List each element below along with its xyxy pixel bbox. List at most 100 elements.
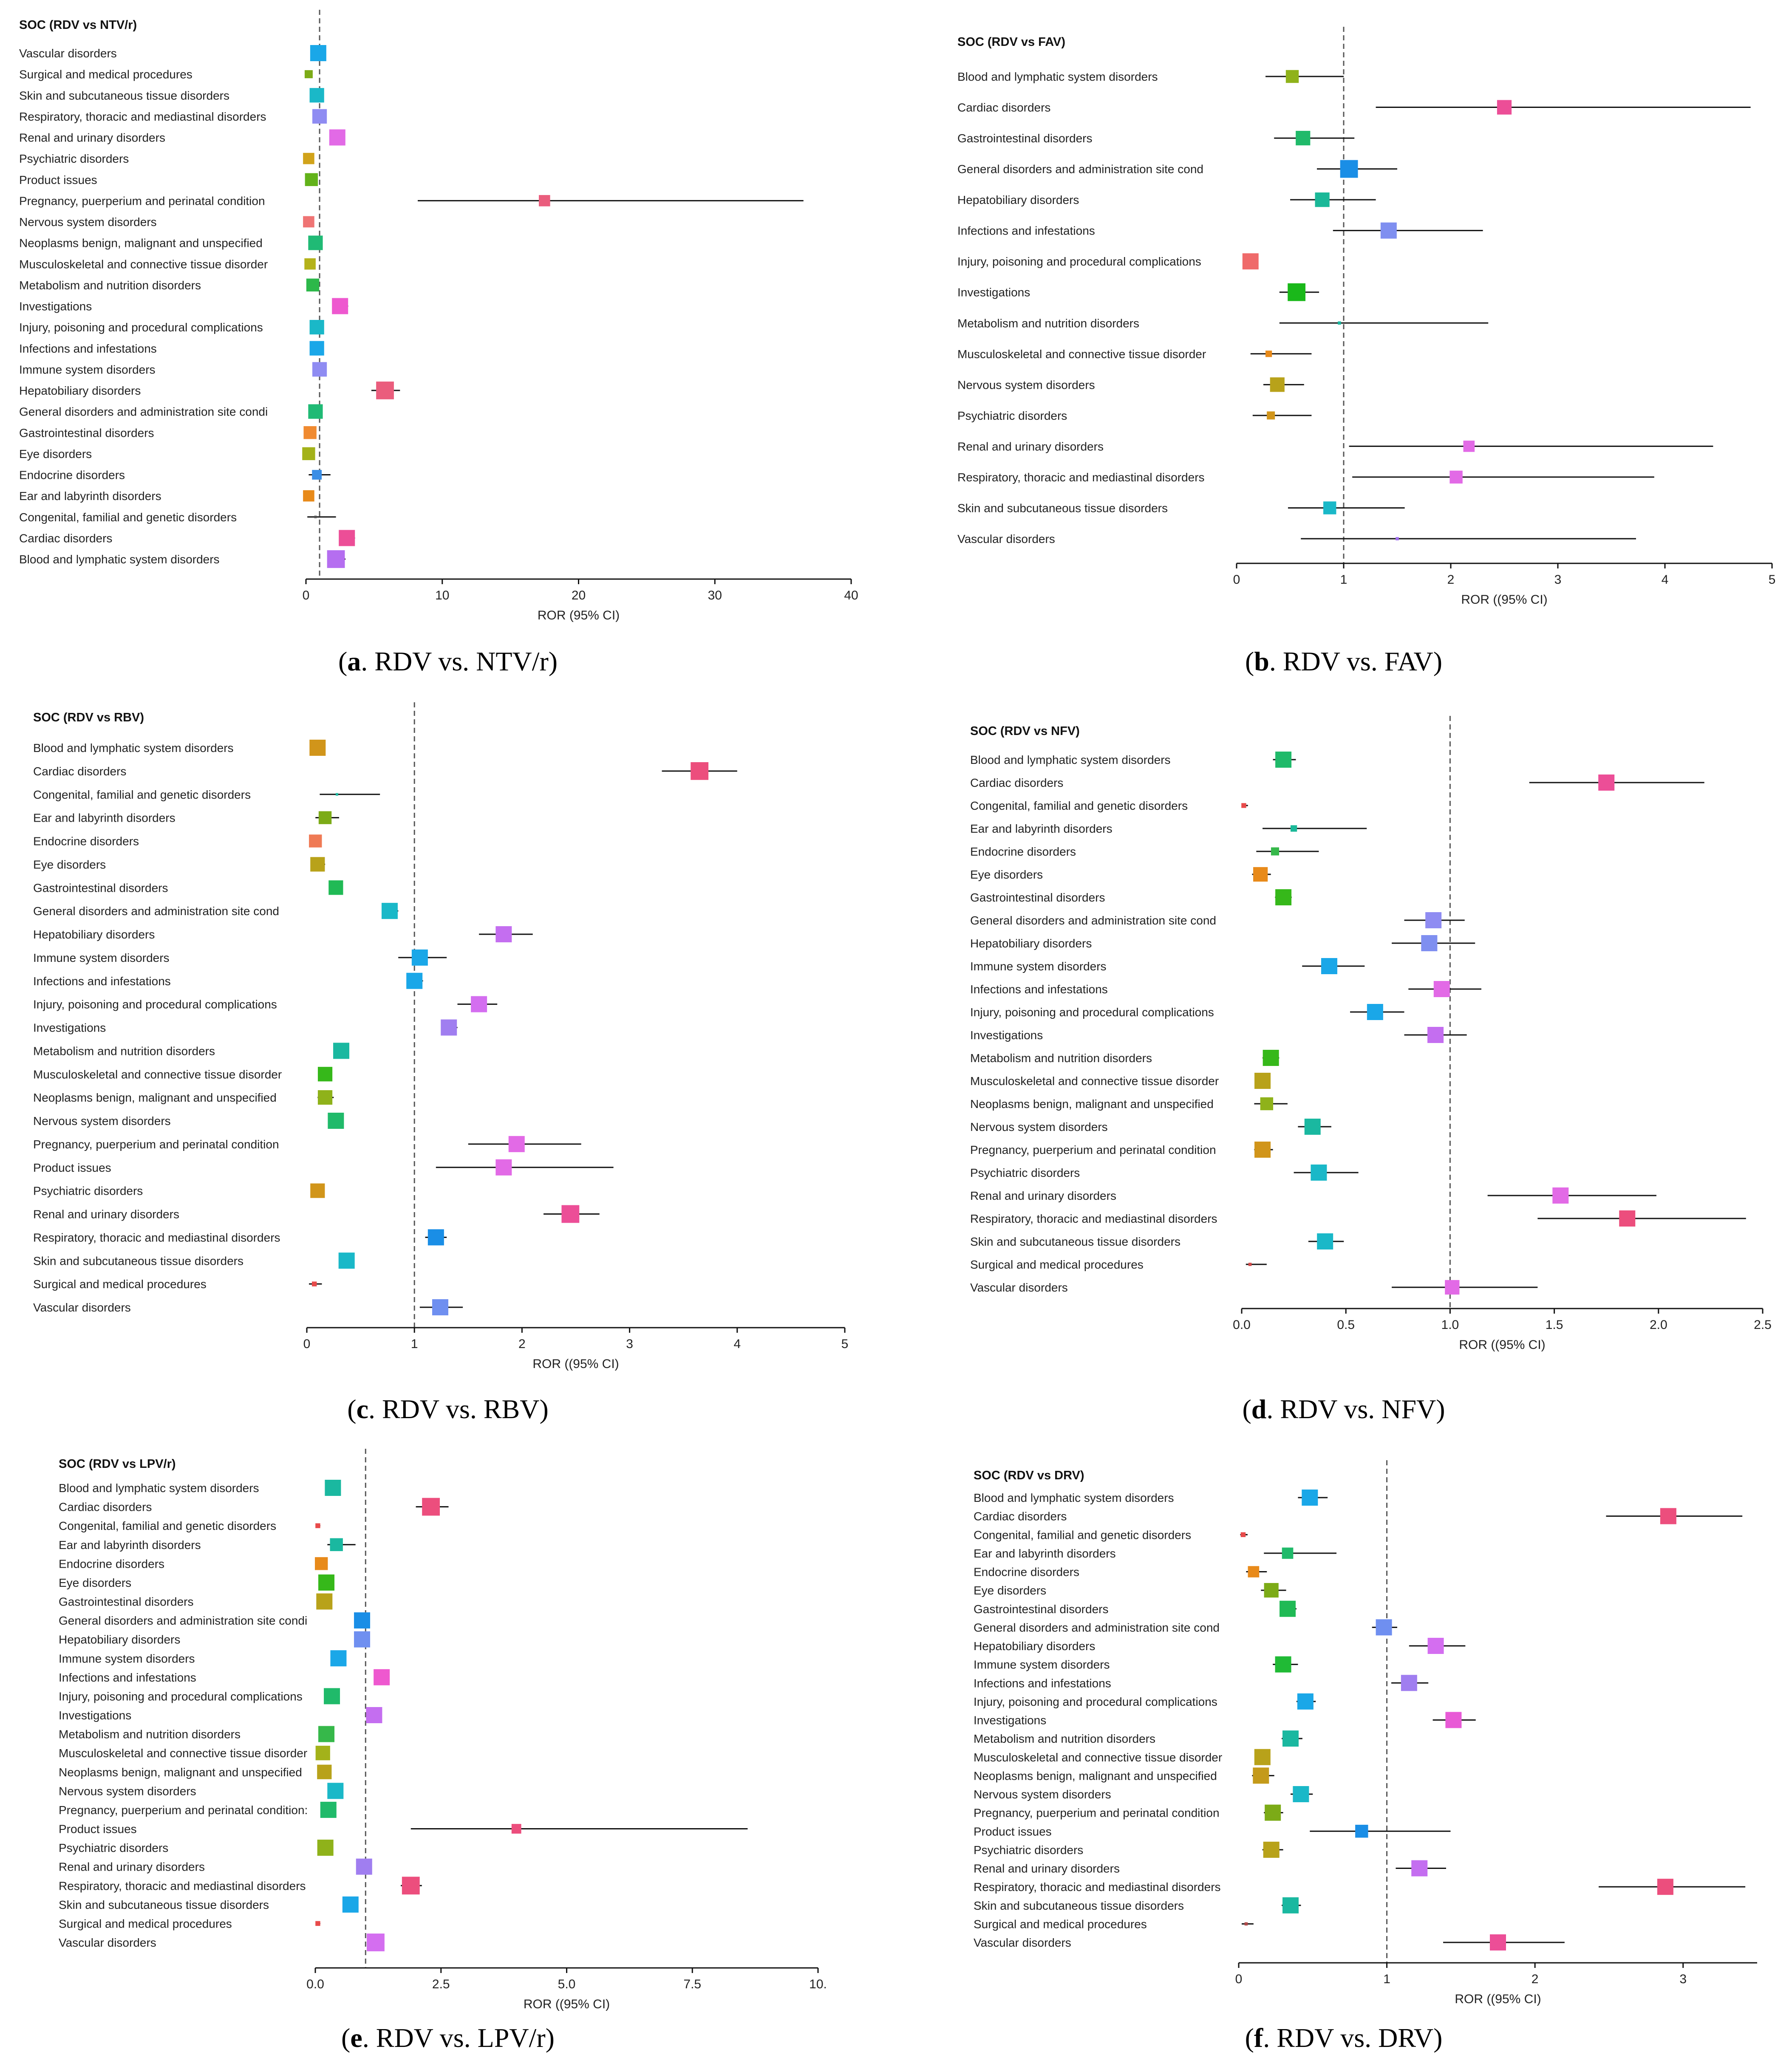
soc-label-surgical-and-medical-procedures: Surgical and medical procedures	[974, 1917, 1147, 1931]
point-estimate-gastrointestinal-disorders	[303, 426, 317, 439]
point-estimate-infections-and-infestations	[1401, 1675, 1417, 1691]
soc-label-infections-and-infestations: Infections and infestations	[19, 342, 157, 355]
x-tick-label-e-2: 5.0	[558, 1977, 576, 1991]
soc-label-injury-poisoning-and-procedural-complications: Injury, poisoning and procedural complic…	[970, 1006, 1214, 1019]
soc-label-skin-and-subcutaneous-tissue-disorders: Skin and subcutaneous tissue disorders	[957, 501, 1168, 514]
soc-label-musculoskeletal-and-connective-tissue-disorder: Musculoskeletal and connective tissue di…	[970, 1074, 1219, 1088]
soc-label-blood-and-lymphatic-system-disorders: Blood and lymphatic system disorders	[59, 1481, 259, 1495]
point-estimate-infections-and-infestations	[374, 1669, 390, 1685]
x-axis-label-a: ROR (95% CI)	[538, 608, 620, 622]
point-estimate-vascular-disorders	[367, 1933, 385, 1951]
point-estimate-vascular-disorders	[310, 45, 326, 61]
point-estimate-metabolism-and-nutrition-disorders	[1263, 1050, 1279, 1066]
soc-label-blood-and-lymphatic-system-disorders: Blood and lymphatic system disorders	[974, 1491, 1174, 1504]
point-estimate-hepatobiliary-disorders	[1315, 192, 1330, 207]
soc-label-injury-poisoning-and-procedural-complications: Injury, poisoning and procedural complic…	[33, 998, 277, 1011]
soc-label-neoplasms-benign-malignant-and-unspecified: Neoplasms benign, malignant and unspecif…	[59, 1766, 302, 1779]
soc-label-neoplasms-benign-malignant-and-unspecified: Neoplasms benign, malignant and unspecif…	[33, 1091, 277, 1104]
point-estimate-blood-and-lymphatic-system-disorders	[1275, 752, 1292, 768]
x-tick-label-e-1: 2.5	[432, 1977, 450, 1991]
point-estimate-ear-and-labyrinth-disorders	[303, 490, 314, 502]
plot-title-c: SOC (RDV vs RBV)	[33, 711, 144, 724]
point-estimate-hepatobiliary-disorders	[376, 382, 394, 399]
x-tick-label-e-3: 7.5	[683, 1977, 701, 1991]
point-estimate-hepatobiliary-disorders	[354, 1631, 371, 1648]
point-estimate-injury-poisoning-and-procedural-complications	[1367, 1004, 1383, 1020]
point-estimate-product-issues	[495, 1159, 512, 1176]
point-estimate-hepatobiliary-disorders	[495, 926, 512, 942]
soc-label-respiratory-thoracic-and-mediastinal-disorders: Respiratory, thoracic and mediastinal di…	[59, 1879, 306, 1892]
soc-label-nervous-system-disorders: Nervous system disorders	[33, 1114, 171, 1128]
soc-label-nervous-system-disorders: Nervous system disorders	[970, 1120, 1108, 1134]
soc-label-product-issues: Product issues	[59, 1823, 137, 1836]
plot-title-b: SOC (RDV vs FAV)	[957, 35, 1065, 49]
soc-label-blood-and-lymphatic-system-disorders: Blood and lymphatic system disorders	[957, 70, 1158, 83]
point-estimate-skin-and-subcutaneous-tissue-disorders	[1317, 1233, 1333, 1249]
point-estimate-musculoskeletal-and-connective-tissue-disorder	[1265, 351, 1272, 357]
x-tick-label-b-2: 2	[1447, 573, 1455, 587]
soc-label-product-issues: Product issues	[974, 1825, 1052, 1838]
point-estimate-respiratory-thoracic-and-mediastinal-disorders	[1657, 1879, 1673, 1895]
panel-c: SOC (RDV vs RBV) Blood and lymphatic syst…	[0, 697, 896, 1372]
soc-label-blood-and-lymphatic-system-disorders: Blood and lymphatic system disorders	[19, 553, 220, 566]
point-estimate-respiratory-thoracic-and-mediastinal-disorders	[312, 109, 327, 124]
soc-label-general-disorders-and-administration-site-cond: General disorders and administration sit…	[974, 1621, 1220, 1634]
x-tick-label-a-0: 0	[303, 588, 310, 602]
x-tick-label-c-0: 0	[303, 1337, 311, 1351]
point-estimate-respiratory-thoracic-and-mediastinal-disorders	[402, 1877, 420, 1895]
soc-label-general-disorders-and-administration-site-condi: General disorders and administration sit…	[19, 405, 268, 418]
point-estimate-respiratory-thoracic-and-mediastinal-disorders	[427, 1229, 444, 1246]
caption-f: (f. RDV vs. DRV)	[1245, 2023, 1443, 2053]
caption-a: (a. RDV vs. NTV/r)	[338, 646, 558, 676]
caption-e: (e. RDV vs. LPV/r)	[341, 2023, 555, 2053]
soc-label-skin-and-subcutaneous-tissue-disorders: Skin and subcutaneous tissue disorders	[59, 1898, 269, 1911]
point-estimate-psychiatric-disorders	[317, 1840, 334, 1856]
soc-label-hepatobiliary-disorders: Hepatobiliary disorders	[33, 928, 155, 941]
panel-b: SOC (RDV vs FAV) Blood and lymphatic syst…	[896, 0, 1792, 607]
point-estimate-ear-and-labyrinth-disorders	[318, 811, 332, 824]
soc-label-endocrine-disorders: Endocrine disorders	[19, 469, 125, 482]
x-tick-label-c-4: 4	[733, 1337, 741, 1351]
point-estimate-musculoskeletal-and-connective-tissue-disorder	[1254, 1749, 1271, 1765]
point-estimate-cardiac-disorders	[422, 1498, 440, 1516]
soc-label-ear-and-labyrinth-disorders: Ear and labyrinth disorders	[974, 1547, 1116, 1560]
soc-label-neoplasms-benign-malignant-and-unspecified: Neoplasms benign, malignant and unspecif…	[970, 1097, 1214, 1111]
point-estimate-congenital-familial-and-genetic-disorders	[1240, 1532, 1246, 1537]
point-estimate-neoplasms-benign-malignant-and-unspecified	[317, 1764, 332, 1779]
soc-label-cardiac-disorders: Cardiac disorders	[957, 101, 1050, 114]
forest-plot-d: SOC (RDV vs NFV) Blood and lymphatic syst…	[970, 716, 1772, 1352]
soc-label-product-issues: Product issues	[33, 1161, 111, 1174]
soc-label-congenital-familial-and-genetic-disorders: Congenital, familial and genetic disorde…	[974, 1528, 1191, 1541]
caption-text-b: . RDV vs. FAV	[1269, 646, 1433, 676]
plot-title-e: SOC (RDV vs LPV/r)	[59, 1457, 176, 1471]
x-tick-label-a-2: 20	[572, 588, 586, 602]
x-tick-label-f-2: 2	[1532, 1972, 1539, 1986]
soc-label-eye-disorders: Eye disorders	[33, 858, 106, 871]
point-estimate-general-disorders-and-administration-site-cond	[1376, 1619, 1392, 1636]
soc-label-injury-poisoning-and-procedural-complications: Injury, poisoning and procedural complic…	[19, 321, 263, 334]
point-estimate-immune-system-disorders	[1275, 1656, 1291, 1673]
soc-label-hepatobiliary-disorders: Hepatobiliary disorders	[19, 384, 141, 397]
point-estimate-skin-and-subcutaneous-tissue-disorders	[342, 1896, 359, 1913]
point-estimate-immune-system-disorders	[1321, 958, 1337, 974]
point-estimate-ear-and-labyrinth-disorders	[330, 1538, 343, 1551]
point-estimate-gastrointestinal-disorders	[1275, 889, 1292, 905]
point-estimate-renal-and-urinary-disorders	[561, 1205, 580, 1223]
soc-label-gastrointestinal-disorders: Gastrointestinal disorders	[970, 891, 1105, 904]
x-tick-label-b-3: 3	[1554, 573, 1562, 587]
point-estimate-cardiac-disorders	[1598, 775, 1615, 791]
soc-label-immune-system-disorders: Immune system disorders	[33, 951, 170, 964]
soc-label-surgical-and-medical-procedures: Surgical and medical procedures	[19, 68, 193, 81]
soc-label-musculoskeletal-and-connective-tissue-disorder: Musculoskeletal and connective tissue di…	[957, 348, 1206, 361]
soc-label-cardiac-disorders: Cardiac disorders	[974, 1510, 1067, 1523]
point-estimate-immune-system-disorders	[411, 949, 428, 966]
soc-label-nervous-system-disorders: Nervous system disorders	[957, 378, 1095, 391]
point-estimate-investigations	[1288, 283, 1306, 301]
soc-label-musculoskeletal-and-connective-tissue-disorder: Musculoskeletal and connective tissue di…	[19, 257, 268, 271]
point-estimate-endocrine-disorders	[1271, 847, 1279, 856]
point-estimate-renal-and-urinary-disorders	[329, 129, 345, 146]
soc-label-congenital-familial-and-genetic-disorders: Congenital, familial and genetic disorde…	[19, 511, 237, 524]
point-estimate-pregnancy-puerperium-and-perinatal-condition	[508, 1136, 525, 1152]
soc-label-pregnancy-puerperium-and-perinatal-condition: Pregnancy, puerperium and perinatal cond…	[19, 194, 265, 207]
point-estimate-eye-disorders	[318, 1574, 335, 1591]
